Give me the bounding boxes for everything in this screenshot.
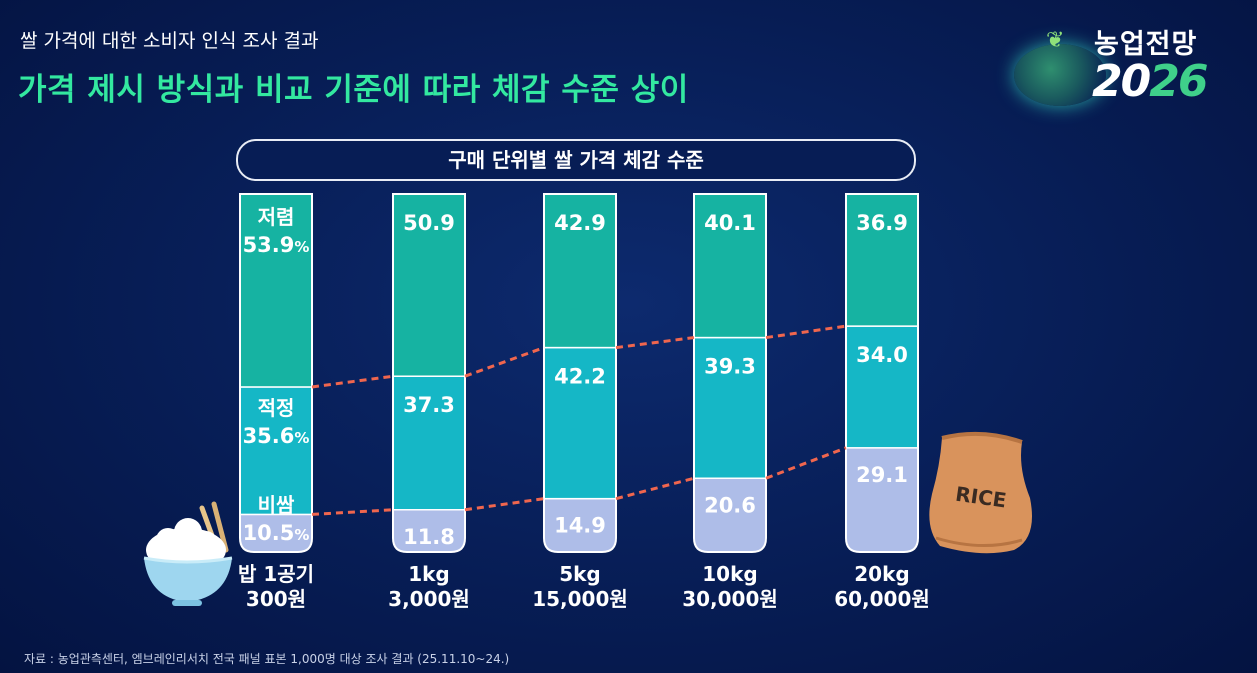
category-label: 5kg: [559, 562, 601, 586]
logo-year: 2026: [1092, 56, 1208, 107]
bar-segment: [393, 375, 465, 511]
data-label: 42.2: [554, 365, 606, 389]
connector-line: [615, 336, 695, 350]
bar-segment: [544, 346, 616, 500]
data-label: 39.3: [704, 355, 756, 379]
series-name-label: 적정: [258, 396, 295, 420]
rice-bowl-icon: [143, 501, 233, 606]
data-label: 11.8: [403, 525, 455, 549]
data-label: 14.9: [554, 514, 606, 538]
connector-line: [464, 346, 545, 378]
earth-icon: [1014, 44, 1106, 106]
data-label: 10.5%: [243, 521, 310, 545]
data-label: 36.9: [856, 211, 908, 235]
subtitle: 쌀 가격에 대한 소비자 인식 조사 결과: [20, 30, 319, 52]
category-label: 1kg: [408, 562, 450, 586]
bar-segment: [544, 194, 616, 349]
sprout-icon: ❦: [1046, 28, 1065, 53]
category-label: 60,000원: [834, 587, 930, 611]
category-label: 밥 1공기: [238, 562, 314, 586]
logo: ❦ 농업전망 2026: [1010, 18, 1240, 118]
connector-line: [311, 508, 394, 516]
connector-line: [311, 374, 394, 389]
connector-line: [765, 446, 847, 480]
bar-outline: [392, 193, 466, 553]
data-label: 42.9: [554, 211, 606, 235]
page-title: 가격 제시 방식과 비교 기준에 따라 체감 수준 상이: [18, 72, 689, 108]
category-label: 300원: [246, 587, 306, 611]
bar-segment: [393, 194, 465, 377]
connector-line: [765, 324, 847, 340]
bar-segment: [846, 194, 918, 327]
bar-segment: [240, 194, 312, 388]
data-label: 29.1: [856, 463, 908, 487]
category-label: 10kg: [702, 562, 757, 586]
data-label: 34.0: [856, 343, 908, 367]
data-label: 35.6%: [243, 424, 310, 448]
connector-line: [615, 476, 695, 501]
source-note: 자료 : 농업관측센터, 엠브레인리서치 전국 패널 표본 1,000명 대상 …: [24, 652, 510, 666]
rice-sack-icon: RICE: [929, 431, 1032, 554]
bar-outline: [693, 193, 767, 553]
series-name-label: 비쌈: [258, 493, 295, 517]
data-label: 50.9: [403, 211, 455, 235]
connector-line: [464, 497, 545, 512]
category-label: 20kg: [854, 562, 909, 586]
category-label: 30,000원: [682, 587, 778, 611]
bar-segment: [694, 336, 766, 480]
data-label: 20.6: [704, 493, 756, 517]
bar-outline: [239, 193, 313, 553]
category-label: 15,000원: [532, 587, 628, 611]
logo-text: 농업전망: [1094, 29, 1198, 60]
series-name-label: 저렴: [258, 205, 295, 229]
category-label: 3,000원: [388, 587, 470, 611]
chart-title-pill: 구매 단위별 쌀 가격 체감 수준: [236, 139, 916, 181]
bar-outline: [845, 193, 919, 553]
bar-segment: [694, 194, 766, 339]
data-label: 40.1: [704, 211, 756, 235]
data-label: 37.3: [403, 393, 455, 417]
chart-title: 구매 단위별 쌀 가격 체감 수준: [448, 148, 704, 172]
bar-outline: [543, 193, 617, 553]
data-label: 53.9%: [243, 233, 310, 257]
